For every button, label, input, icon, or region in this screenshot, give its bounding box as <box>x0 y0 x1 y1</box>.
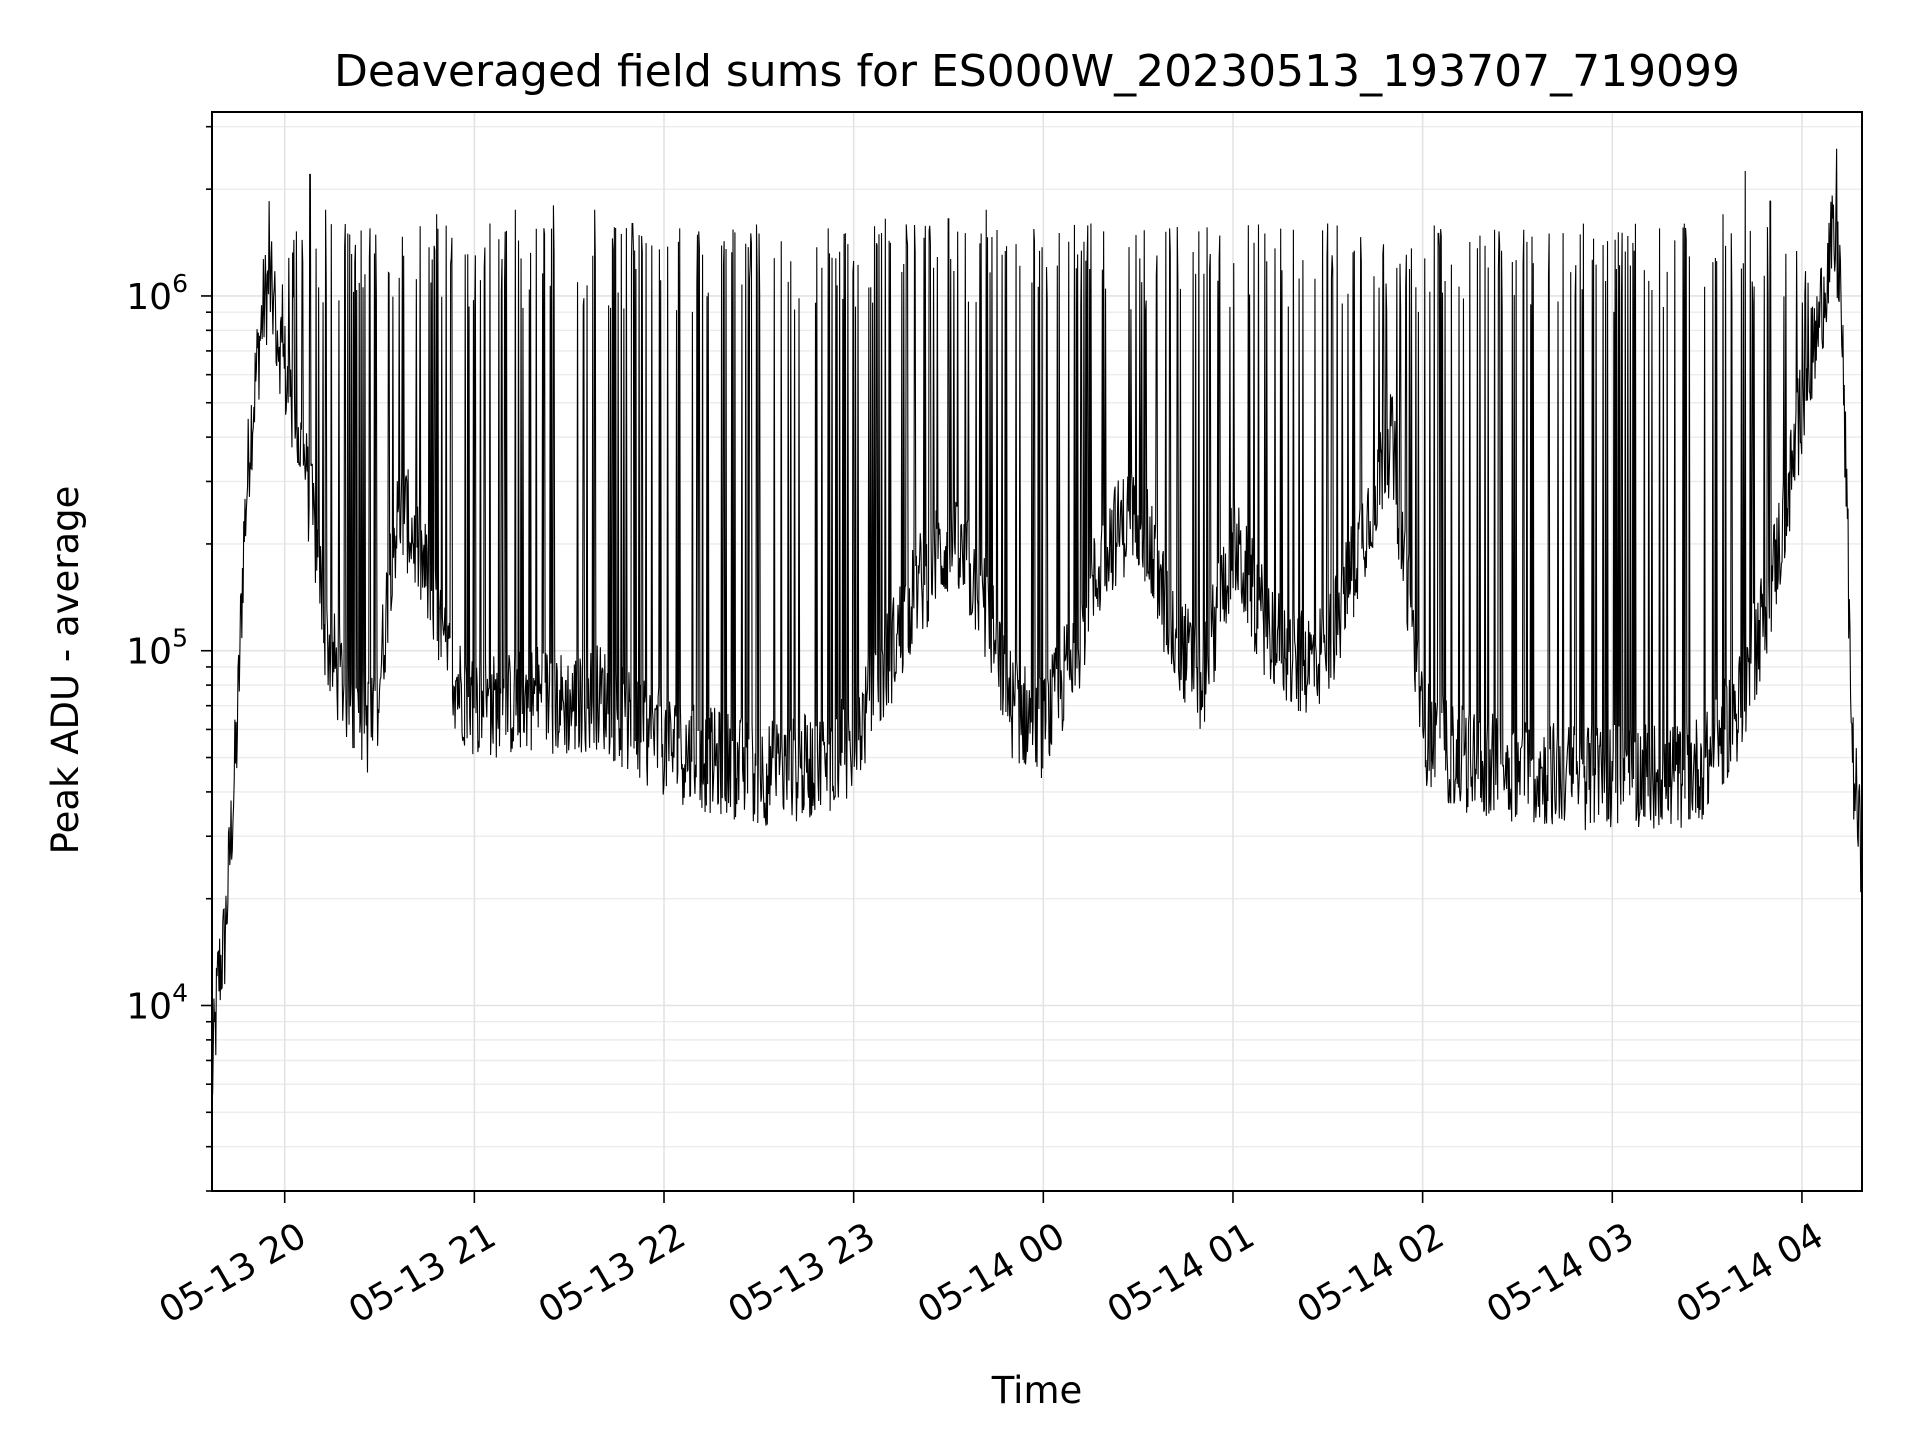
chart-title: Deaveraged field sums for ES000W_2023051… <box>334 46 1740 97</box>
x-tick-label: 05-13 22 <box>532 1215 693 1331</box>
y-tick-label: 104 <box>126 978 188 1027</box>
y-tick-label: 105 <box>126 624 188 673</box>
x-axis-label: Time <box>991 1369 1083 1412</box>
y-tick-base: 10 <box>126 986 172 1027</box>
x-tick-label: 05-13 23 <box>721 1215 882 1331</box>
x-tick-label: 05-13 21 <box>342 1215 503 1331</box>
y-tick-label: 106 <box>126 269 188 318</box>
x-tick-label: 05-14 02 <box>1290 1215 1451 1331</box>
y-tick-exponent: 4 <box>172 978 188 1007</box>
series-line <box>212 148 1862 1095</box>
x-tick-label: 05-13 20 <box>153 1215 314 1331</box>
y-axis-label: Peak ADU - average <box>44 486 87 855</box>
y-tick-exponent: 5 <box>172 624 188 653</box>
y-tick-base: 10 <box>126 277 172 318</box>
x-tick-label: 05-14 01 <box>1101 1215 1262 1331</box>
x-tick-label: 05-14 03 <box>1480 1215 1641 1331</box>
y-tick-exponent: 6 <box>172 269 188 298</box>
x-tick-label: 05-14 00 <box>911 1215 1072 1331</box>
x-tick-label: 05-14 04 <box>1670 1215 1831 1331</box>
series-layer <box>212 148 1862 1095</box>
y-tick-base: 10 <box>126 632 172 673</box>
x-axis: 05-13 20 05-13 21 05-13 22 05-13 23 05-14 00… <box>153 1191 1831 1332</box>
